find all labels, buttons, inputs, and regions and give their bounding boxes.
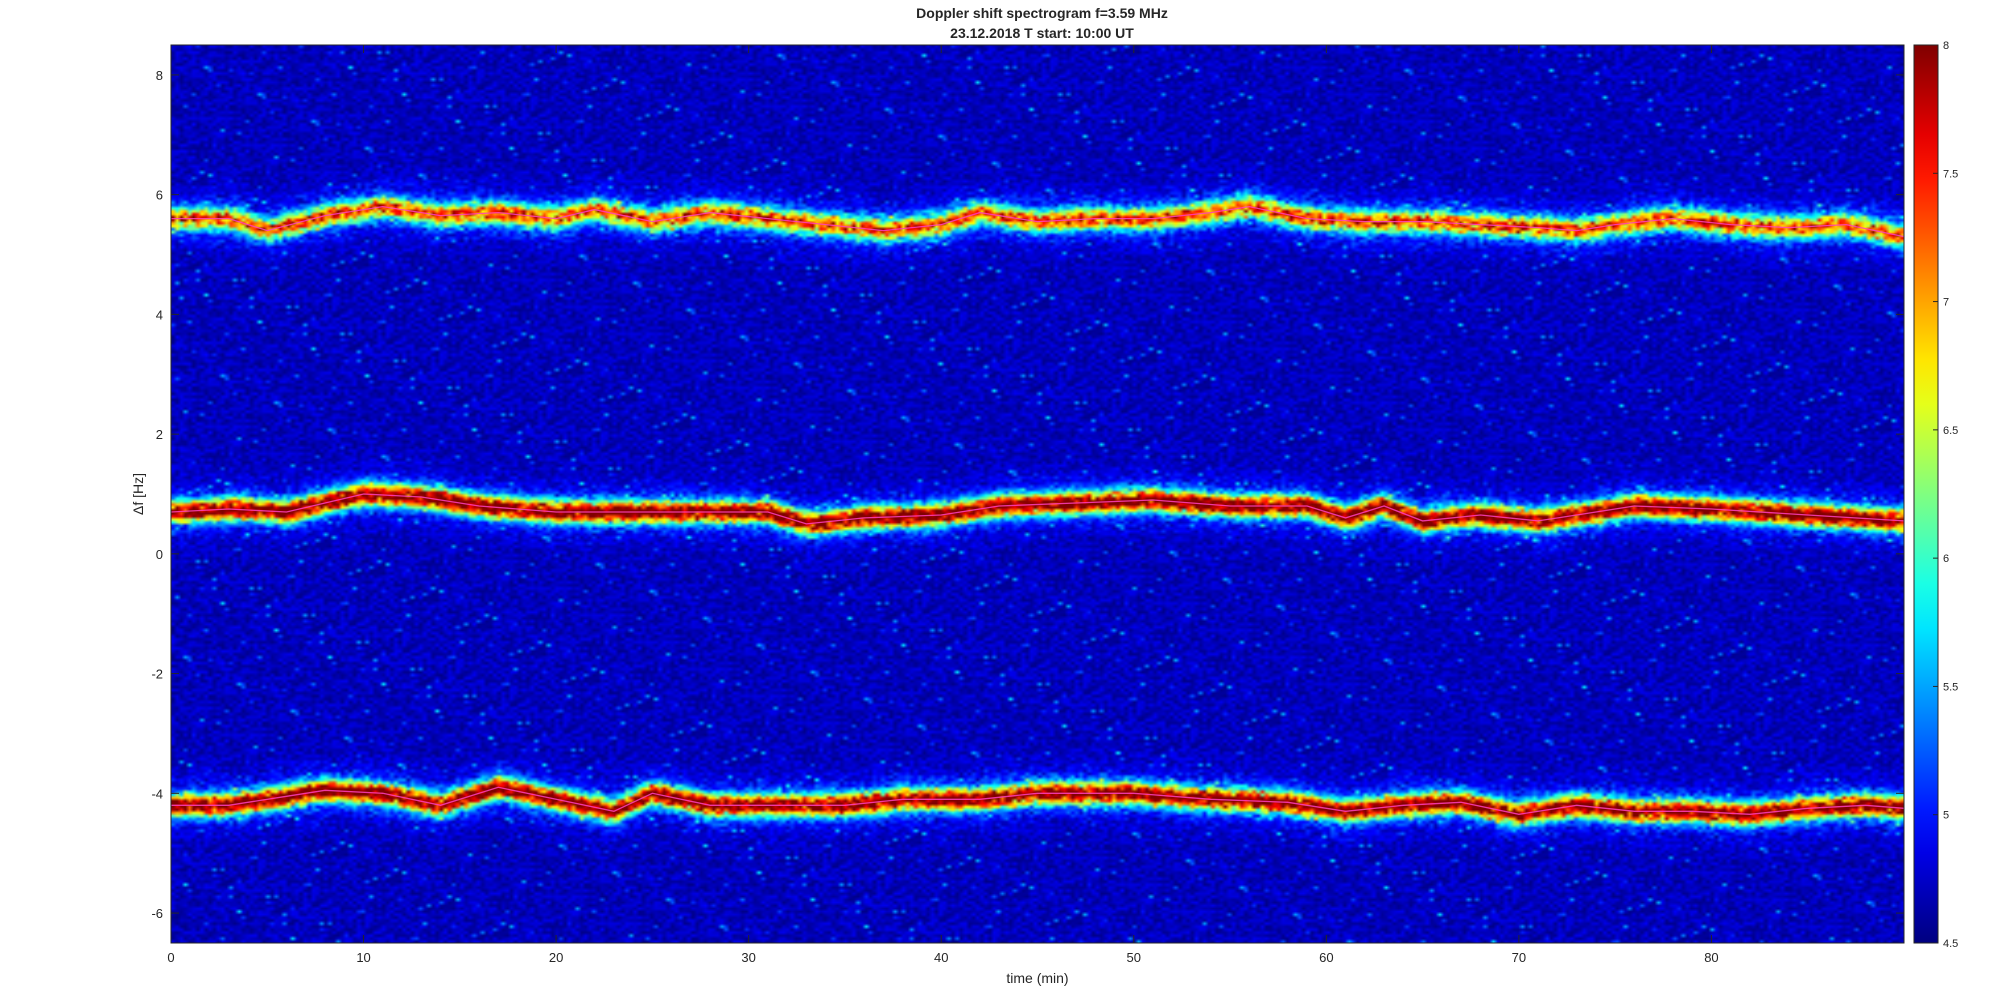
x-tick-label: 10	[356, 950, 370, 965]
chart-title: Doppler shift spectrogram f=3.59 MHz	[916, 5, 1168, 21]
spectrogram-heatmap	[171, 45, 1904, 943]
doppler-trace-2	[170, 493, 1905, 525]
colorbar-tick-label: 6	[1943, 553, 1949, 565]
y-tick-label: 2	[156, 427, 163, 442]
y-tick-label: 4	[156, 307, 163, 322]
x-axis-label: time (min)	[1006, 970, 1068, 986]
colorbar-ticks: 4.5 5 5.5 6 6.5 7 7.5 8	[1933, 40, 1958, 950]
x-axis: 0 10 20 30 40 50 60 70 80	[167, 45, 1719, 965]
y-tick-label: 6	[156, 188, 163, 203]
chart-subtitle: 23.12.2018 T start: 10:00 UT	[950, 25, 1134, 41]
x-tick-label: 80	[1704, 950, 1718, 965]
doppler-trace-1	[171, 205, 1905, 238]
colorbar: 4.5 5 5.5 6 6.5 7 7.5 8	[1913, 40, 1958, 950]
x-tick-label: 0	[167, 950, 174, 965]
y-tick-label: 8	[156, 68, 163, 83]
colorbar-tick-label: 7	[1943, 297, 1949, 309]
doppler-traces	[170, 205, 1905, 815]
plot-frame	[170, 44, 1905, 944]
colorbar-tick-label: 6.5	[1943, 425, 1958, 437]
colorbar-tick-label: 5.5	[1943, 681, 1958, 693]
x-tick-label: 50	[1127, 950, 1141, 965]
colorbar-tick-label: 8	[1943, 40, 1949, 52]
y-tick-label: -4	[151, 786, 163, 801]
doppler-trace-3	[171, 786, 1905, 815]
colorbar-tick-label: 4.5	[1943, 938, 1958, 950]
colorbar-tick-label: 7.5	[1943, 168, 1958, 180]
x-tick-label: 60	[1319, 950, 1333, 965]
y-tick-label: -6	[151, 906, 163, 921]
colorbar-gradient	[1913, 44, 1939, 944]
x-tick-label: 70	[1512, 950, 1526, 965]
x-tick-label: 20	[549, 950, 563, 965]
x-tick-label: 30	[741, 950, 755, 965]
x-tick-label: 40	[934, 950, 948, 965]
colorbar-tick-label: 5	[1943, 810, 1949, 822]
y-tick-label: -2	[151, 667, 163, 682]
plot-area	[170, 44, 1905, 944]
y-tick-label: 0	[156, 547, 163, 562]
y-axis-label: Δf [Hz]	[130, 473, 146, 515]
y-axis: -6 -4 -2 0 2 4 6 8	[151, 68, 1904, 921]
